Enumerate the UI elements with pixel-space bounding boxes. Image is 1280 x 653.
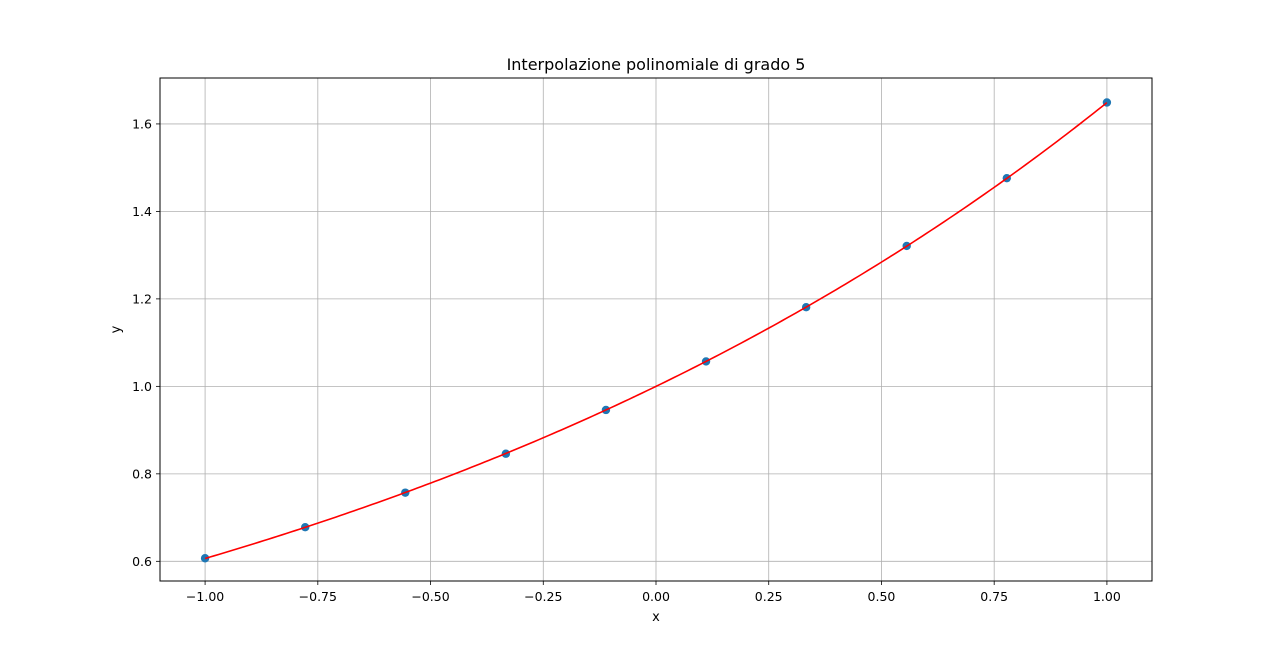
x-tick-label: 0.50 xyxy=(868,589,896,604)
x-axis-ticks: −1.00 −0.75 −0.50 −0.25 0.00 0.25 0.50 0.75 1.00 xyxy=(186,581,1121,604)
x-tick-label: −0.25 xyxy=(524,589,562,604)
interpolation-curve xyxy=(204,102,1108,560)
y-tick-label: 1.0 xyxy=(132,379,152,394)
x-tick-label: −1.00 xyxy=(186,589,224,604)
y-tick-label: 1.2 xyxy=(132,291,152,306)
x-tick-label: 0.75 xyxy=(980,589,1008,604)
x-tick-label: 0.00 xyxy=(642,589,670,604)
y-tick-label: 0.8 xyxy=(132,466,152,481)
x-axis-label: x xyxy=(652,610,660,625)
y-axis-ticks: 0.6 0.8 1.0 1.2 1.4 1.6 xyxy=(132,116,160,569)
y-tick-label: 0.6 xyxy=(132,554,152,569)
x-tick-label: −0.50 xyxy=(411,589,449,604)
y-tick-label: 1.4 xyxy=(132,204,152,219)
x-tick-label: −0.75 xyxy=(299,589,337,604)
y-tick-label: 1.6 xyxy=(132,116,152,131)
grid xyxy=(160,78,1152,581)
plot-area xyxy=(200,98,1112,563)
x-tick-label: 1.00 xyxy=(1093,589,1121,604)
chart-title: Interpolazione polinomiale di grado 5 xyxy=(507,55,806,74)
y-axis-label: y xyxy=(109,325,124,333)
x-tick-label: 0.25 xyxy=(755,589,783,604)
